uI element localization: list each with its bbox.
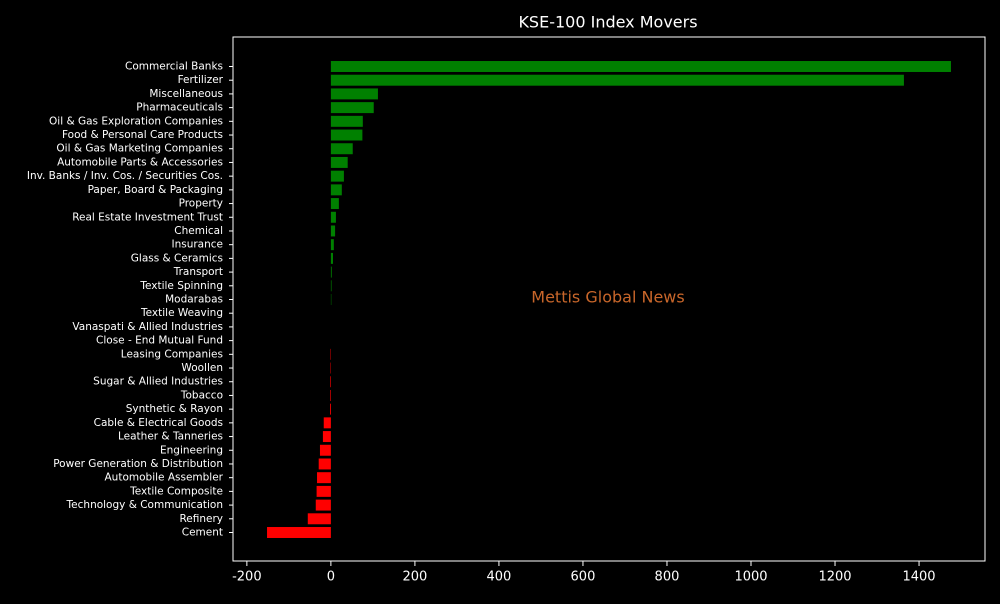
bar [267,527,331,538]
x-tick-label: 1200 [818,570,851,585]
x-tick-label: -200 [232,570,262,585]
y-tick-label: Pharmaceuticals [136,102,223,114]
bar [331,116,363,127]
y-tick-label: Power Generation & Distribution [53,458,223,470]
bar [331,61,951,72]
bar [331,88,378,99]
y-tick-label: Oil & Gas Marketing Companies [56,143,223,155]
bar [331,225,335,236]
bar [331,171,344,182]
y-tick-label: Property [179,198,223,210]
x-tick-label: 1400 [902,570,935,585]
x-tick-label: 0 [327,570,335,585]
y-tick-label: Glass & Ceramics [131,252,223,264]
y-tick-label: Close - End Mutual Fund [96,335,223,347]
bar [316,500,331,511]
bar [331,212,336,223]
bar [320,445,331,456]
y-tick-label: Leasing Companies [121,348,223,360]
y-tick-label: Vanaspati & Allied Industries [72,321,223,333]
bar [331,267,332,278]
bar [330,390,331,401]
chart-title: KSE-100 Index Movers [518,13,697,32]
bar [331,130,363,141]
y-tick-label: Automobile Assembler [105,472,224,484]
y-tick-label: Leather & Tanneries [118,431,223,443]
y-tick-label: Inv. Banks / Inv. Cos. / Securities Cos. [27,170,223,182]
y-tick-label: Synthetic & Rayon [126,403,223,415]
y-tick-label: Technology & Communication [66,499,223,511]
y-tick-label: Transport [173,266,223,278]
bar [330,376,331,387]
bar [331,143,353,154]
y-tick-label: Refinery [179,513,223,525]
y-tick-label: Tobacco [180,389,223,401]
bar [331,157,348,168]
x-tick-label: 800 [655,570,680,585]
y-tick-label: Textile Spinning [139,280,223,292]
x-tick-label: 400 [487,570,512,585]
bar [331,75,904,86]
y-tick-label: Modarabas [165,294,223,306]
bar [319,458,331,469]
y-tick-label: Food & Personal Care Products [62,129,223,141]
bar [323,431,331,442]
y-tick-label: Oil & Gas Exploration Companies [49,115,223,127]
y-tick-label: Commercial Banks [125,61,223,73]
bar [331,102,374,113]
y-tick-label: Insurance [171,239,223,251]
y-tick-label: Sugar & Allied Industries [93,376,223,388]
y-tick-label: Miscellaneous [149,88,223,100]
bar [331,280,332,291]
bar [331,239,334,250]
bar [331,253,333,264]
y-tick-label: Real Estate Investment Trust [72,211,223,223]
y-tick-label: Chemical [174,225,223,237]
x-tick-label: 200 [402,570,427,585]
bar [324,417,331,428]
y-tick-label: Fertilizer [178,74,224,86]
y-tick-label: Cement [182,527,223,539]
bar [317,472,331,483]
y-tick-label: Woollen [181,362,223,374]
y-tick-label: Engineering [160,444,223,456]
bar [331,198,339,209]
y-tick-label: Textile Composite [129,485,223,497]
x-tick-label: 600 [571,570,596,585]
x-tick-label: 1000 [734,570,767,585]
y-tick-label: Automobile Parts & Accessories [57,156,223,168]
y-tick-label: Cable & Electrical Goods [94,417,223,429]
watermark: Mettis Global News [531,288,684,307]
y-tick-label: Textile Weaving [140,307,223,319]
bar [330,404,331,415]
bar [331,184,342,195]
y-tick-label: Paper, Board & Packaging [88,184,223,196]
bar [317,486,331,497]
bar [308,513,331,524]
